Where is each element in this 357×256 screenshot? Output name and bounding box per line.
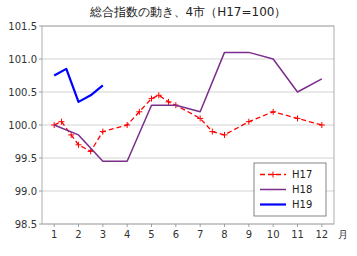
tick-mark xyxy=(151,224,152,227)
legend: H17 H18 H19 xyxy=(254,163,326,216)
tick-mark xyxy=(321,224,322,227)
y-tick-label: 98.5 xyxy=(15,219,37,230)
marker xyxy=(149,96,155,102)
series-line xyxy=(54,69,103,102)
marker xyxy=(295,115,301,121)
plot-frame xyxy=(42,26,334,224)
tick-mark xyxy=(127,224,128,227)
y-tick-label: 101.0 xyxy=(8,54,37,65)
y-tick-label: 101.5 xyxy=(8,21,37,32)
x-tick-label: 10 xyxy=(267,229,280,240)
chart: 総合指数の動き、4市（H17=100） 98.5 99.0 99.5 100.0 100.… xyxy=(0,0,357,256)
y-tick-label: 100.5 xyxy=(8,87,37,98)
grid-line xyxy=(42,125,334,126)
marker xyxy=(100,129,106,135)
marker xyxy=(222,132,228,138)
y-tick-label: 99.0 xyxy=(15,186,37,197)
x-tick-label: 8 xyxy=(221,229,227,240)
x-tick-label: 5 xyxy=(148,229,154,240)
legend-swatch xyxy=(260,189,286,191)
tick-mark xyxy=(200,224,201,227)
marker xyxy=(58,119,64,125)
legend-label: H18 xyxy=(292,184,312,195)
x-tick-label: 4 xyxy=(124,229,130,240)
title: 総合指数の動き、4市（H17=100） xyxy=(89,5,287,19)
marker xyxy=(209,129,215,135)
marker xyxy=(319,122,325,128)
grid xyxy=(42,26,334,224)
tick-mark xyxy=(273,224,274,227)
marker xyxy=(156,92,162,98)
tick-mark xyxy=(224,224,225,227)
tick-mark xyxy=(39,224,42,225)
marker xyxy=(246,119,252,125)
plot-area xyxy=(51,52,325,161)
y-tick-label: 99.5 xyxy=(15,153,37,164)
x-tick-label: 9 xyxy=(246,229,252,240)
y-tick-label: 100.0 xyxy=(8,120,37,131)
tick-mark xyxy=(248,224,249,227)
marker xyxy=(136,109,142,115)
marker xyxy=(124,122,130,128)
legend-box xyxy=(254,163,326,216)
marker xyxy=(197,115,203,121)
legend-label: H17 xyxy=(292,169,312,180)
tick-mark xyxy=(297,224,298,227)
tick-mark xyxy=(39,26,42,27)
tick-mark xyxy=(39,158,42,159)
series-line xyxy=(54,52,322,161)
legend-swatch xyxy=(260,203,286,205)
legend-label: H19 xyxy=(292,199,312,210)
tick-mark xyxy=(39,125,42,126)
grid-line xyxy=(42,92,334,93)
x-tick-label: 7 xyxy=(197,229,203,240)
x-tick-label: 12 xyxy=(315,229,328,240)
x-tick-label: 11 xyxy=(291,229,304,240)
marker xyxy=(166,99,172,105)
legend-marker xyxy=(270,172,276,178)
x-tick-label: 1 xyxy=(51,229,57,240)
tick-mark xyxy=(102,224,103,227)
x-tick-label: 3 xyxy=(100,229,106,240)
tick-mark xyxy=(39,92,42,93)
marker xyxy=(270,109,276,115)
tick-mark xyxy=(39,59,42,60)
tick-mark xyxy=(175,224,176,227)
tick-mark xyxy=(54,224,55,227)
tick-mark xyxy=(39,191,42,192)
grid-line xyxy=(42,158,334,159)
x-tick-label: 6 xyxy=(173,229,179,240)
series-line xyxy=(54,95,322,151)
x-tick-label: 2 xyxy=(75,229,81,240)
marker xyxy=(76,142,82,148)
grid-line xyxy=(42,59,334,60)
x-axis-label: 月 xyxy=(338,229,348,240)
tick-mark xyxy=(78,224,79,227)
